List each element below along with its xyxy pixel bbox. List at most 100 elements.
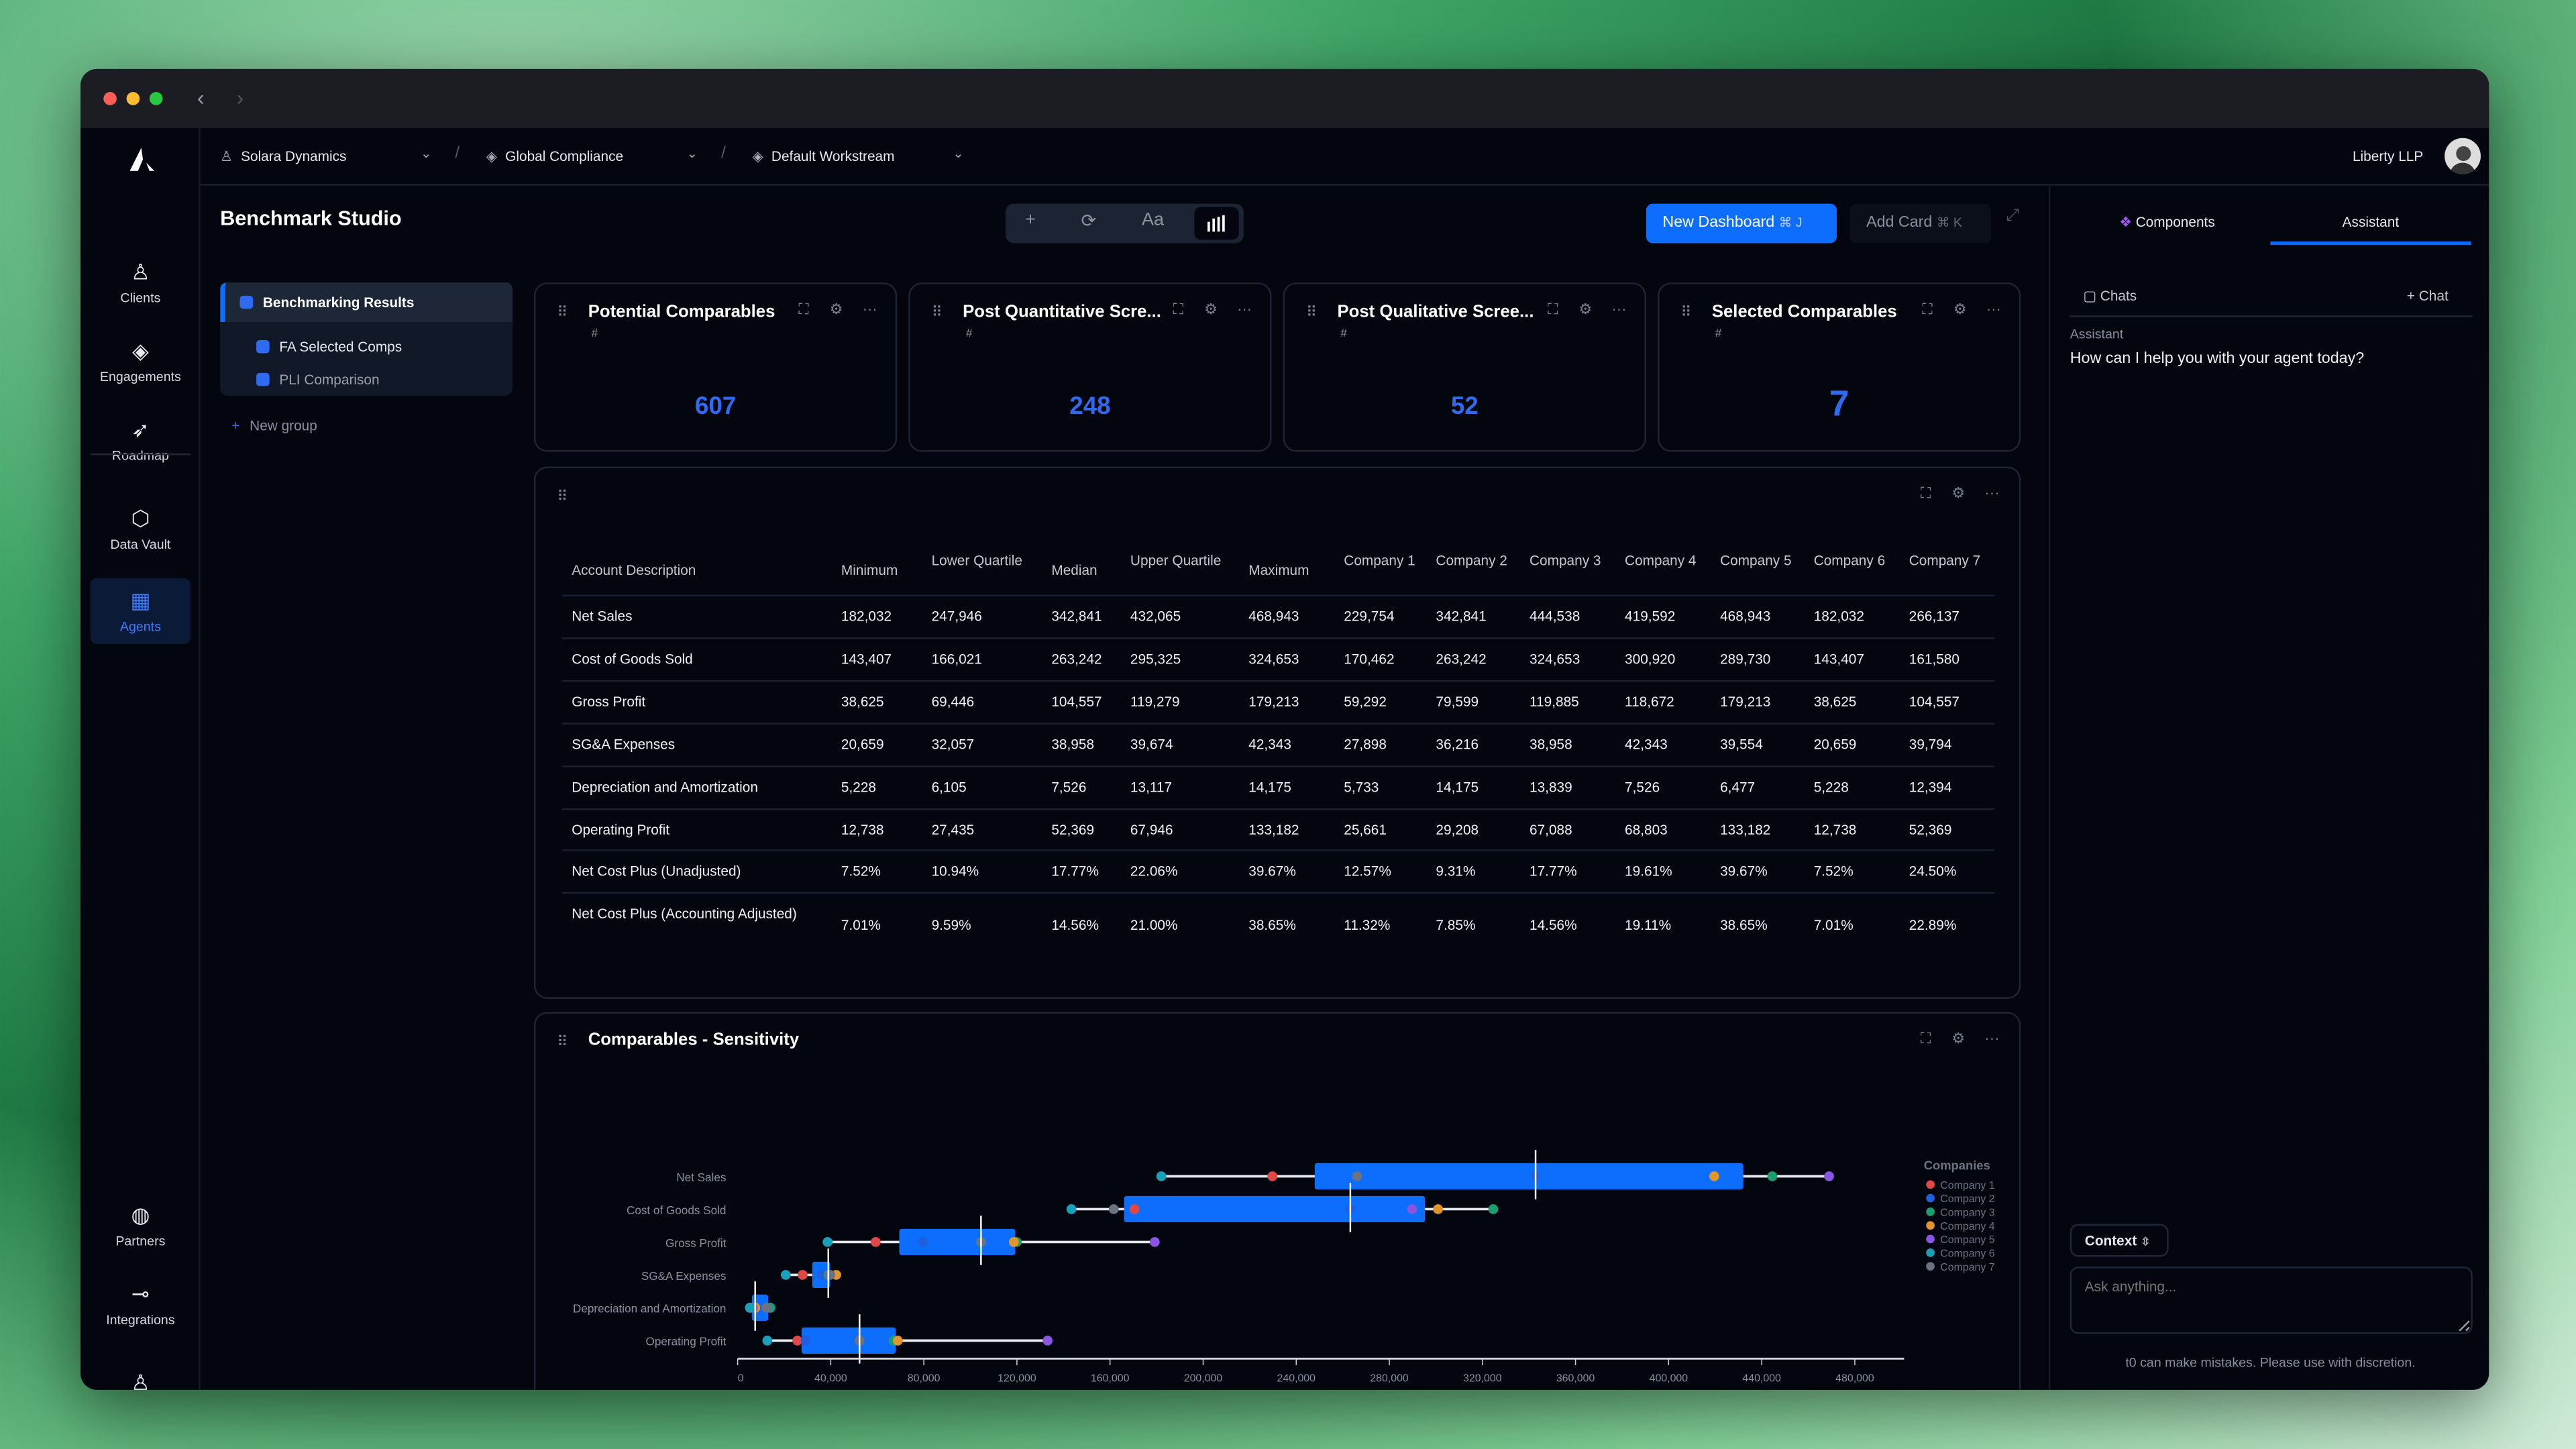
company-point[interactable] bbox=[1156, 1171, 1167, 1181]
company-point[interactable] bbox=[761, 1303, 771, 1313]
new-chat-button[interactable]: + Chat bbox=[2407, 288, 2449, 304]
sidebar-item-partners[interactable]: ◍ Partners bbox=[80, 1203, 201, 1249]
company-point[interactable] bbox=[892, 1336, 903, 1346]
gear-icon[interactable]: ⚙ bbox=[1578, 301, 1593, 317]
drag-handle-icon[interactable]: ⠿ bbox=[1680, 304, 1691, 321]
drag-handle-icon[interactable]: ⠿ bbox=[557, 488, 568, 504]
drag-handle-icon[interactable]: ⠿ bbox=[557, 1033, 568, 1050]
more-icon[interactable]: ··· bbox=[1237, 301, 1252, 317]
company-point[interactable] bbox=[1407, 1204, 1417, 1214]
company-point[interactable] bbox=[762, 1336, 773, 1346]
company-point[interactable] bbox=[870, 1237, 881, 1247]
context-button[interactable]: Context ⇳ bbox=[2070, 1224, 2169, 1257]
company-point[interactable] bbox=[1066, 1204, 1077, 1214]
gear-icon[interactable]: ⚙ bbox=[1951, 1030, 1966, 1047]
more-icon[interactable]: ··· bbox=[1984, 484, 2000, 501]
company-point[interactable] bbox=[1129, 1204, 1140, 1214]
company-point[interactable] bbox=[1267, 1171, 1278, 1181]
column-header[interactable]: Lower Quartile bbox=[931, 551, 1022, 569]
column-header[interactable]: Upper Quartile bbox=[1130, 551, 1222, 569]
company-point[interactable] bbox=[800, 1336, 811, 1346]
company-point[interactable] bbox=[745, 1303, 755, 1313]
sidebar-item-integrations[interactable]: ⊸ Integrations bbox=[80, 1281, 201, 1328]
group-item[interactable]: Benchmarking Results bbox=[220, 282, 513, 323]
column-header[interactable]: Company 1 bbox=[1344, 551, 1415, 569]
plus-icon[interactable]: + bbox=[1025, 210, 1036, 230]
column-header[interactable]: Maximum bbox=[1248, 561, 1309, 579]
company-point[interactable] bbox=[798, 1270, 808, 1280]
company-point[interactable] bbox=[1433, 1204, 1443, 1214]
breadcrumb-2[interactable]: ◈ Default Workstream bbox=[753, 148, 895, 166]
tab-assistant[interactable]: Assistant bbox=[2270, 213, 2471, 245]
more-icon[interactable]: ··· bbox=[1986, 301, 2001, 317]
legend-item[interactable]: Company 3 bbox=[1940, 1208, 1994, 1219]
chat-input[interactable] bbox=[2070, 1267, 2473, 1334]
chats-button[interactable]: ▢ Chats bbox=[2083, 288, 2137, 306]
sidebar-item-engagements[interactable]: ◈ Engagements bbox=[80, 338, 201, 384]
company-point[interactable] bbox=[825, 1270, 836, 1280]
refresh-icon[interactable]: ⟳ bbox=[1081, 211, 1097, 232]
sidebar-item-agents[interactable]: ▦ Agents bbox=[90, 578, 191, 645]
sidebar-item-roadmap[interactable]: ➶ Roadmap bbox=[80, 417, 201, 464]
column-header[interactable]: Company 7 bbox=[1909, 551, 1981, 569]
legend-item[interactable]: Company 4 bbox=[1940, 1221, 1994, 1232]
iqr-box[interactable] bbox=[801, 1327, 896, 1354]
company-point[interactable] bbox=[1150, 1237, 1160, 1247]
minimize-window-button[interactable] bbox=[126, 92, 140, 105]
more-icon[interactable]: ··· bbox=[862, 301, 877, 317]
forward-button[interactable]: › bbox=[236, 85, 244, 111]
org-name[interactable]: Liberty LLP bbox=[2352, 148, 2424, 164]
company-point[interactable] bbox=[1488, 1204, 1499, 1214]
company-point[interactable] bbox=[1767, 1171, 1778, 1181]
gear-icon[interactable]: ⚙ bbox=[829, 301, 843, 317]
iqr-box[interactable] bbox=[1314, 1163, 1743, 1190]
chevron-down-icon[interactable]: ⌄ bbox=[953, 146, 964, 162]
close-window-button[interactable] bbox=[103, 92, 117, 105]
column-header[interactable]: Company 2 bbox=[1436, 551, 1507, 569]
drag-handle-icon[interactable]: ⠿ bbox=[557, 304, 568, 321]
company-point[interactable] bbox=[792, 1336, 802, 1346]
drag-handle-icon[interactable]: ⠿ bbox=[1305, 304, 1317, 321]
column-header[interactable]: Company 4 bbox=[1625, 551, 1697, 569]
back-button[interactable]: ‹ bbox=[197, 85, 205, 111]
legend-item[interactable]: Company 5 bbox=[1940, 1234, 1994, 1246]
chevron-down-icon[interactable]: ⌄ bbox=[420, 146, 432, 162]
expand-icon[interactable]: ⤢ bbox=[2006, 207, 2019, 225]
company-point[interactable] bbox=[1042, 1336, 1053, 1346]
sidebar-item-data-vault[interactable]: ⬡ Data Vault bbox=[80, 506, 201, 552]
column-header[interactable]: Minimum bbox=[841, 561, 898, 579]
breadcrumb-1[interactable]: ◈ Global Compliance bbox=[486, 148, 623, 166]
legend-item[interactable]: Company 1 bbox=[1940, 1180, 1994, 1191]
company-point[interactable] bbox=[1824, 1171, 1834, 1181]
company-point[interactable] bbox=[1108, 1204, 1119, 1214]
sidebar-item-clients[interactable]: ♙ Clients bbox=[80, 260, 201, 306]
text-icon[interactable]: Aa bbox=[1142, 210, 1165, 230]
column-header[interactable]: Median bbox=[1051, 561, 1097, 579]
breadcrumb-0[interactable]: ♙ Solara Dynamics bbox=[220, 148, 346, 166]
company-point[interactable] bbox=[1709, 1171, 1719, 1181]
company-point[interactable] bbox=[1008, 1237, 1019, 1247]
iqr-box[interactable] bbox=[1124, 1195, 1426, 1223]
legend-item[interactable]: Company 2 bbox=[1940, 1193, 1994, 1205]
company-point[interactable] bbox=[1352, 1171, 1362, 1181]
gear-icon[interactable]: ⚙ bbox=[1951, 484, 1966, 501]
fullscreen-icon[interactable]: ⛶ bbox=[1920, 1030, 1931, 1047]
chevron-down-icon[interactable]: ⌄ bbox=[686, 146, 698, 162]
maximize-window-button[interactable] bbox=[149, 92, 163, 105]
fullscreen-icon[interactable]: ⛶ bbox=[1547, 301, 1558, 317]
fullscreen-icon[interactable]: ⛶ bbox=[798, 301, 809, 317]
group-item[interactable]: PLI Comparison bbox=[220, 366, 513, 392]
legend-item[interactable]: Company 6 bbox=[1940, 1248, 1994, 1259]
fullscreen-icon[interactable]: ⛶ bbox=[1173, 301, 1184, 317]
drag-handle-icon[interactable]: ⠿ bbox=[931, 304, 943, 321]
column-header[interactable]: Company 3 bbox=[1529, 551, 1601, 569]
legend-item[interactable]: Company 7 bbox=[1940, 1262, 1994, 1273]
more-icon[interactable]: ··· bbox=[1611, 301, 1627, 317]
more-icon[interactable]: ··· bbox=[1984, 1030, 2000, 1047]
add-card-button[interactable]: Add Card ⌘ K bbox=[1849, 203, 1992, 244]
chart-icon[interactable] bbox=[1194, 207, 1239, 240]
sidebar-item-client-view[interactable]: ♙Client view bbox=[80, 1370, 201, 1389]
column-header[interactable]: Company 5 bbox=[1720, 551, 1792, 569]
company-point[interactable] bbox=[822, 1237, 833, 1247]
company-point[interactable] bbox=[780, 1270, 791, 1280]
